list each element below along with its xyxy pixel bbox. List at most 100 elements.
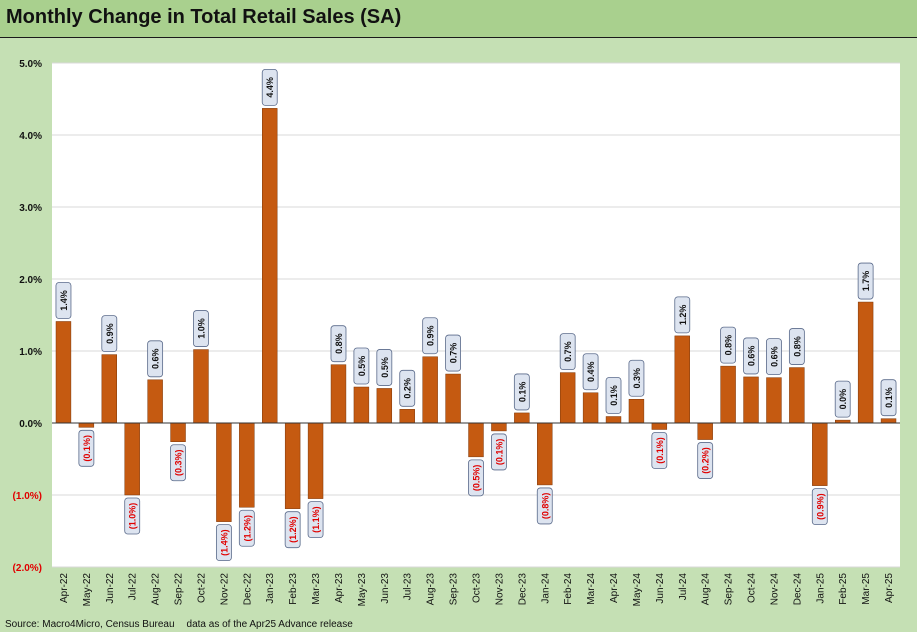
x-tick-label: Dec-24 bbox=[792, 573, 803, 606]
data-label: (0.5%) bbox=[468, 459, 484, 497]
data-label: 0.0% bbox=[834, 380, 851, 418]
data-label-text: 0.2% bbox=[403, 378, 413, 399]
data-label-text: 1.4% bbox=[59, 290, 69, 311]
bar bbox=[628, 398, 645, 424]
data-label-box bbox=[628, 359, 645, 397]
x-tick-label: Sep-23 bbox=[449, 573, 460, 606]
data-label-box bbox=[307, 501, 324, 539]
data-label-text: (1.0%) bbox=[128, 503, 138, 530]
data-label-text: (0.5%) bbox=[472, 465, 482, 492]
x-tick-label: May-24 bbox=[632, 573, 643, 607]
x-tick-label: Apr-22 bbox=[59, 573, 70, 603]
bar bbox=[674, 335, 690, 424]
bar bbox=[605, 416, 622, 424]
data-label-text: 0.1% bbox=[517, 382, 527, 403]
bar bbox=[559, 372, 576, 424]
data-label-box bbox=[788, 328, 805, 365]
x-tick-label: Jun-22 bbox=[105, 573, 116, 604]
data-label-box bbox=[376, 349, 393, 386]
data-label-box bbox=[582, 353, 599, 391]
data-label-box bbox=[743, 337, 759, 375]
x-tick-label: Nov-23 bbox=[494, 573, 505, 606]
data-label-text: 0.8% bbox=[724, 335, 734, 356]
x-tick-label: Dec-23 bbox=[517, 573, 528, 606]
data-label-text: 0.5% bbox=[380, 357, 390, 378]
data-label: 0.7% bbox=[559, 333, 576, 371]
bar bbox=[124, 422, 140, 496]
bar bbox=[376, 388, 393, 424]
data-label: 0.8% bbox=[330, 325, 347, 363]
data-label: 0.8% bbox=[720, 326, 737, 364]
x-tick-label: Jun-23 bbox=[380, 573, 391, 604]
data-label-text: (1.1%) bbox=[311, 506, 321, 533]
data-label-text: (0.2%) bbox=[701, 447, 711, 474]
release-note: data as of the Apr25 Advance release bbox=[186, 619, 353, 630]
x-tick-label: Aug-24 bbox=[701, 573, 712, 606]
bar bbox=[812, 422, 828, 486]
data-label-box bbox=[605, 377, 622, 414]
data-label-text: 0.9% bbox=[105, 323, 115, 344]
data-label-box bbox=[101, 315, 118, 353]
data-label: 1.0% bbox=[193, 310, 209, 347]
data-label: (0.9%) bbox=[811, 488, 828, 526]
bar bbox=[422, 356, 438, 424]
x-tick-label: Apr-23 bbox=[334, 573, 345, 603]
data-label: 0.5% bbox=[376, 349, 393, 386]
data-label-text: 0.5% bbox=[357, 356, 367, 377]
bar bbox=[307, 422, 324, 499]
data-label: 0.1% bbox=[880, 379, 897, 417]
x-tick-label: Mar-25 bbox=[861, 573, 872, 605]
x-tick-label: May-23 bbox=[357, 573, 368, 607]
bar bbox=[789, 367, 805, 424]
data-label-text: 0.4% bbox=[586, 362, 596, 383]
data-label-text: (1.4%) bbox=[219, 529, 229, 556]
bar bbox=[262, 108, 278, 424]
data-label-box bbox=[238, 509, 255, 547]
data-label: 0.5% bbox=[353, 347, 370, 385]
data-label-box bbox=[513, 373, 530, 411]
data-label-text: 0.9% bbox=[426, 326, 436, 347]
data-label: 0.6% bbox=[147, 340, 164, 378]
bar bbox=[651, 422, 668, 430]
bar bbox=[468, 422, 484, 458]
x-tick-label: Aug-22 bbox=[151, 573, 162, 606]
data-label: 0.8% bbox=[788, 328, 805, 365]
data-label-box bbox=[55, 282, 72, 319]
data-label-text: 0.1% bbox=[884, 387, 894, 408]
bar bbox=[216, 422, 232, 522]
data-label-box bbox=[330, 325, 347, 363]
data-label-box bbox=[353, 347, 370, 385]
data-label: (1.4%) bbox=[215, 524, 232, 562]
bar bbox=[399, 409, 415, 424]
bar bbox=[193, 349, 209, 424]
bar bbox=[537, 422, 553, 486]
x-tick-label: Jan-25 bbox=[815, 573, 826, 604]
data-label-box bbox=[399, 369, 416, 407]
data-label-box bbox=[284, 511, 301, 549]
data-label-text: 0.0% bbox=[838, 389, 848, 410]
bar bbox=[697, 422, 713, 440]
x-tick-label: Mar-23 bbox=[311, 573, 322, 605]
data-label: 0.6% bbox=[766, 338, 782, 376]
bar bbox=[170, 422, 186, 442]
data-label: (1.1%) bbox=[307, 501, 324, 539]
bar bbox=[491, 422, 507, 432]
x-tick-label: Jul-22 bbox=[128, 573, 139, 601]
data-label: 0.1% bbox=[605, 377, 622, 414]
source-note: Source: Macro4Micro, Census Bureau bbox=[5, 619, 175, 630]
bar bbox=[880, 418, 897, 424]
footer: Source: Macro4Micro, Census Bureau data a… bbox=[5, 619, 365, 630]
bar bbox=[857, 301, 874, 424]
data-label-text: (0.1%) bbox=[655, 437, 665, 464]
data-label-text: 0.8% bbox=[792, 336, 802, 357]
y-tick-label: 4.0% bbox=[19, 131, 42, 142]
data-label: 0.9% bbox=[101, 315, 118, 353]
data-label-box bbox=[880, 379, 897, 417]
bar bbox=[766, 377, 782, 424]
data-label-box bbox=[697, 442, 714, 479]
x-tick-label: Nov-24 bbox=[769, 573, 780, 606]
y-tick-label: (2.0%) bbox=[13, 563, 42, 574]
data-label-text: 0.6% bbox=[769, 346, 779, 367]
data-label-text: 0.6% bbox=[151, 349, 161, 370]
x-tick-label: Feb-25 bbox=[838, 573, 849, 605]
